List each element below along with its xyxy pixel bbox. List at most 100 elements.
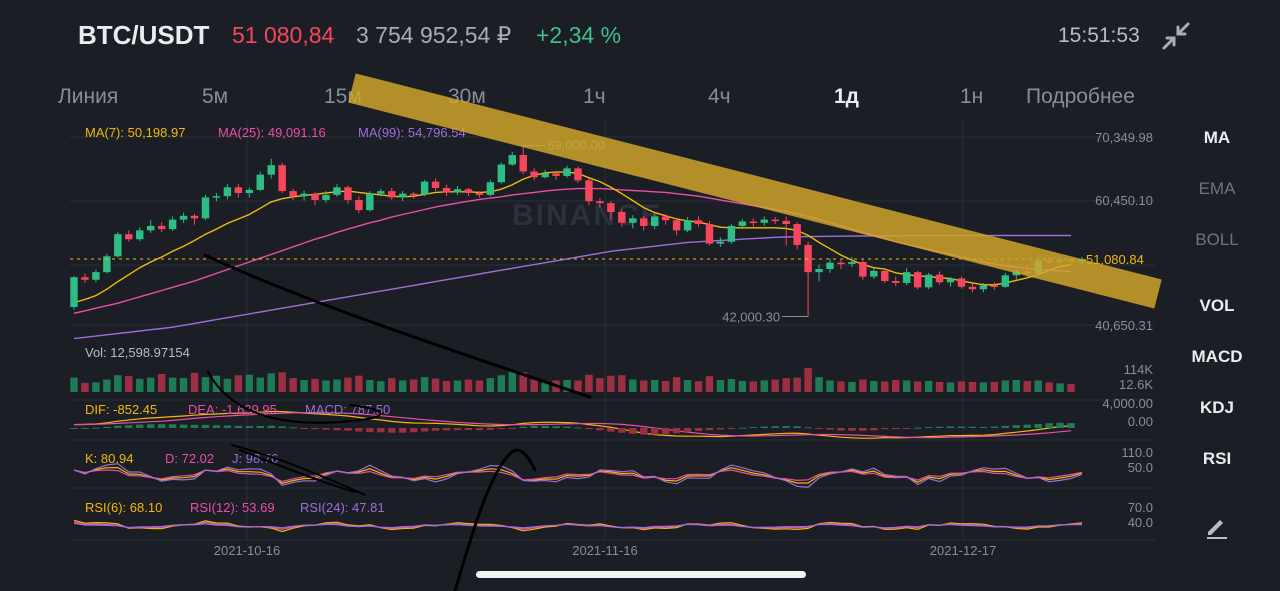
macd-histogram-bar [596, 428, 604, 431]
candle-body [738, 221, 747, 226]
macd-histogram-bar [968, 426, 977, 428]
macd-histogram-bar [409, 428, 418, 433]
volume-bar [398, 380, 407, 392]
candle-body [716, 241, 725, 244]
volume-bar [289, 378, 297, 392]
macd-histogram-bar [804, 427, 812, 429]
volume-bar [1012, 380, 1020, 392]
volume-bar [267, 373, 275, 392]
macd-dif-legend: DIF: -852.45 [85, 402, 157, 417]
macd-histogram-bar [552, 426, 560, 428]
volume-bar [530, 379, 538, 392]
candle-body [168, 219, 177, 230]
tab-more[interactable]: Подробнее [1026, 85, 1135, 108]
candle-body [902, 272, 911, 283]
volume-bar [1034, 380, 1042, 392]
candle-body [990, 285, 999, 287]
indicator-vol[interactable]: VOL [1199, 296, 1235, 315]
macd-histogram-bar [398, 428, 407, 433]
home-indicator[interactable] [476, 571, 806, 578]
macd-histogram-bar [629, 428, 637, 434]
volume-bar [881, 381, 889, 392]
candle-body [607, 203, 615, 213]
candle-body [475, 193, 484, 195]
macd-histogram-bar [749, 427, 758, 429]
volume-bar [815, 377, 823, 392]
edit-icon[interactable] [1204, 515, 1230, 541]
volume-bar [300, 380, 308, 392]
macd-histogram-bar [585, 428, 593, 430]
macd-histogram-bar [541, 425, 549, 428]
macd-histogram-bar [1045, 423, 1053, 428]
volume-bar [125, 376, 133, 392]
indicator-ema[interactable]: EMA [1198, 179, 1236, 198]
candle-body [661, 216, 670, 221]
ma99-legend: MA(99): 54,796.54 [358, 125, 466, 140]
candle-body [146, 225, 155, 231]
price-rub: 3 754 952,54 ₽ [356, 22, 512, 48]
candle-body [585, 180, 593, 202]
candle-body [81, 277, 89, 280]
macd-histogram-bar [289, 427, 297, 429]
volume-bar [136, 378, 144, 392]
macd-histogram-bar [924, 427, 933, 429]
tab-5m[interactable]: 5м [202, 85, 229, 108]
volume-bar [793, 377, 801, 392]
exit-fullscreen-icon[interactable] [1160, 20, 1192, 52]
volume-bar [738, 380, 747, 392]
trading-pair[interactable]: BTC/USDT [78, 20, 210, 50]
volume-bar [782, 378, 790, 392]
candle-body [727, 225, 736, 242]
macd-histogram-bar [1056, 422, 1064, 428]
macd-histogram-bar [179, 424, 188, 428]
macd-histogram-bar [267, 425, 275, 428]
volume-axis-label: 12.6K [1119, 377, 1153, 392]
indicator-boll[interactable]: BOLL [1195, 230, 1239, 249]
ticker-header: BTC/USDT 51 080,84 3 754 952,54 ₽ +2,34 … [0, 0, 1280, 70]
macd-histogram-bar [388, 428, 396, 433]
candle-body [157, 225, 166, 230]
volume-bar [201, 377, 210, 392]
candle-body [464, 189, 473, 194]
volume-bar [913, 381, 922, 392]
candle-body [311, 193, 319, 200]
volume-bar [892, 380, 900, 392]
macd-histogram-bar [672, 428, 681, 434]
candle-body [212, 196, 221, 198]
macd-histogram-bar [453, 428, 462, 431]
kdj-d-legend: D: 72.02 [165, 451, 214, 466]
volume-bar [705, 376, 714, 392]
candle-body [256, 174, 264, 190]
kdj-axis-label: 110.0 [1121, 445, 1153, 460]
indicator-rsi[interactable]: RSI [1202, 449, 1232, 468]
candle-body [541, 173, 549, 178]
ma25-legend: MA(25): 49,091.16 [218, 125, 326, 140]
tab-1w[interactable]: 1н [960, 85, 984, 108]
macd-histogram-bar [574, 427, 582, 429]
macd-histogram-bar [870, 428, 878, 431]
indicator-ma[interactable]: MA [1203, 128, 1231, 147]
tab-4h[interactable]: 4ч [708, 85, 731, 108]
volume-bar [508, 370, 516, 392]
macd-histogram-bar [366, 428, 374, 433]
tab-1h[interactable]: 1ч [583, 85, 606, 108]
volume-bar [114, 375, 122, 392]
macd-histogram-bar [848, 428, 856, 431]
candle-body [179, 215, 188, 220]
volume-bar [256, 377, 264, 392]
candle-body [322, 194, 330, 200]
macd-histogram-bar [815, 428, 823, 429]
candle-body [1001, 275, 1010, 287]
indicator-macd[interactable]: MACD [1191, 347, 1243, 366]
tab-1d[interactable]: 1д [834, 85, 860, 108]
macd-histogram-bar [70, 428, 78, 429]
kdj-axis-label: 50.0 [1128, 460, 1153, 475]
indicator-kdj[interactable]: KDJ [1199, 398, 1234, 417]
volume-bar [420, 377, 429, 392]
rsi6-legend: RSI(6): 68.10 [85, 500, 162, 515]
volume-bar [694, 381, 703, 392]
macd-histogram-bar [661, 428, 670, 434]
macd-histogram-bar [716, 428, 725, 430]
tab-line[interactable]: Линия [58, 85, 119, 108]
